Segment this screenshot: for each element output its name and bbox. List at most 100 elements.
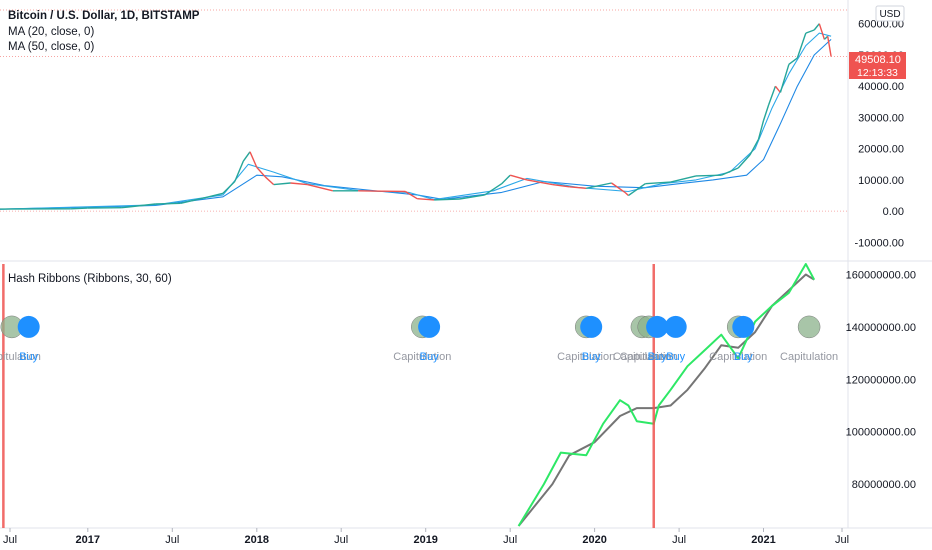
y-tick-label: 80000000.00 xyxy=(852,479,916,491)
price-series-group xyxy=(0,23,832,210)
x-tick-label: Jul xyxy=(672,534,686,546)
y-tick-label: 120000000.00 xyxy=(846,374,916,386)
price-segment xyxy=(762,104,770,121)
price-segment xyxy=(670,175,697,183)
y-tick-label: 0.00 xyxy=(883,206,904,218)
time-axis: Jul 2017 Jul 2018 Jul 2019 Jul 2020 Jul 2021 Jul xyxy=(3,528,849,546)
y-tick-label: 160000000.00 xyxy=(846,270,916,282)
chart-title: Bitcoin / U.S. Dollar, 1D, BITSTAMP xyxy=(8,10,200,22)
price-segment xyxy=(264,176,275,186)
x-tick-label: Jul xyxy=(503,534,517,546)
price-segment xyxy=(737,154,751,169)
ma50-legend: MA (50, close, 0) xyxy=(8,41,94,53)
price-segment xyxy=(434,198,460,201)
buy-label: Buy xyxy=(666,351,685,363)
price-segment xyxy=(827,36,832,57)
y-tick-label: 30000.00 xyxy=(858,112,904,124)
buy-marker xyxy=(664,315,687,338)
price-segment xyxy=(627,183,646,197)
price-segment xyxy=(155,202,181,205)
buy-label: Buy xyxy=(420,351,439,363)
buy-label: Buy xyxy=(734,351,753,363)
x-tick-label: Jul xyxy=(3,534,17,546)
currency-button[interactable] xyxy=(875,5,905,22)
price-segment xyxy=(417,198,435,201)
capitulation-label: Capitulation xyxy=(393,351,451,363)
ma50-line xyxy=(0,38,832,210)
price-segment xyxy=(222,181,236,194)
price-segment xyxy=(501,174,511,185)
y-tick-label: -10000.00 xyxy=(854,237,904,249)
signals-group: CapitulationBuyCapitulationBuyCapitulati… xyxy=(0,315,838,363)
vertical-markers xyxy=(2,264,655,528)
price-segment xyxy=(459,194,485,200)
capitulation-label: Capitulation xyxy=(613,351,671,363)
ribbon-fast-line xyxy=(517,263,816,527)
buy-marker xyxy=(418,315,441,338)
buy-label: Buy xyxy=(648,351,667,363)
price-segment xyxy=(721,167,739,176)
price-segment xyxy=(121,203,156,209)
price-segment xyxy=(788,57,798,65)
price-segment xyxy=(779,64,790,93)
buy-marker xyxy=(646,315,669,338)
x-tick-label: 2021 xyxy=(751,534,775,546)
capitulation-label: Capitulation xyxy=(709,351,767,363)
countdown-badge xyxy=(849,66,906,79)
price-segment xyxy=(624,191,629,197)
price-segment xyxy=(796,32,807,59)
price-segment xyxy=(818,23,826,40)
ma20-line xyxy=(0,32,832,210)
capitulation-marker xyxy=(797,315,821,339)
price-segment xyxy=(552,183,570,188)
price-segment xyxy=(484,183,503,196)
x-tick-label: Jul xyxy=(835,534,849,546)
price-segment xyxy=(307,183,333,192)
ma20-legend: MA (20, close, 0) xyxy=(8,26,94,38)
price-segment xyxy=(205,192,224,199)
buy-label: Buy xyxy=(19,351,38,363)
price-segment xyxy=(242,151,251,162)
x-tick-label: 2020 xyxy=(582,534,606,546)
y-tick-label: 10000.00 xyxy=(858,175,904,187)
price-segment xyxy=(611,182,626,193)
price-segment xyxy=(405,190,418,200)
price-segment xyxy=(526,179,553,186)
price-segment xyxy=(569,186,587,189)
price-segment xyxy=(749,138,760,156)
bottom-price-axis: 160000000.00 140000000.00 120000000.00 1000… xyxy=(846,270,916,492)
price-segment xyxy=(290,182,308,186)
x-tick-label: Jul xyxy=(334,534,348,546)
capitulation-label: Capitulation xyxy=(557,351,615,363)
buy-marker xyxy=(732,315,755,338)
price-segment xyxy=(510,174,528,181)
price-segment xyxy=(249,151,258,168)
y-tick-label: 20000.00 xyxy=(858,144,904,156)
price-segment xyxy=(234,160,244,182)
top-gridlines xyxy=(0,9,848,212)
hash-ribbons-group xyxy=(517,263,816,527)
x-tick-label: 2019 xyxy=(413,534,437,546)
price-segment xyxy=(180,196,207,204)
hash-ribbons-title: Hash Ribbons (Ribbons, 30, 60) xyxy=(8,273,172,285)
price-segment xyxy=(695,174,722,177)
price-segment xyxy=(586,182,612,189)
price-segment xyxy=(767,85,777,106)
y-tick-label: 40000.00 xyxy=(858,81,904,93)
price-segment xyxy=(70,207,88,210)
currency-button-label: USD xyxy=(879,9,900,20)
price-segment xyxy=(757,120,765,140)
capitulation-label: Capitulation xyxy=(620,351,678,363)
countdown-badge-text: 12:13:33 xyxy=(857,67,898,79)
buy-marker xyxy=(17,315,40,338)
y-tick-label: 140000000.00 xyxy=(846,322,916,334)
ribbon-slow-line xyxy=(517,273,815,527)
price-segment xyxy=(645,181,671,185)
price-segment xyxy=(273,182,291,186)
price-segment xyxy=(256,166,266,178)
y-tick-label: 100000000.00 xyxy=(846,427,916,439)
price-badge xyxy=(849,52,906,66)
y-tick-label: 60000.00 xyxy=(858,19,904,31)
capitulation-label: Capitulation xyxy=(0,351,41,363)
